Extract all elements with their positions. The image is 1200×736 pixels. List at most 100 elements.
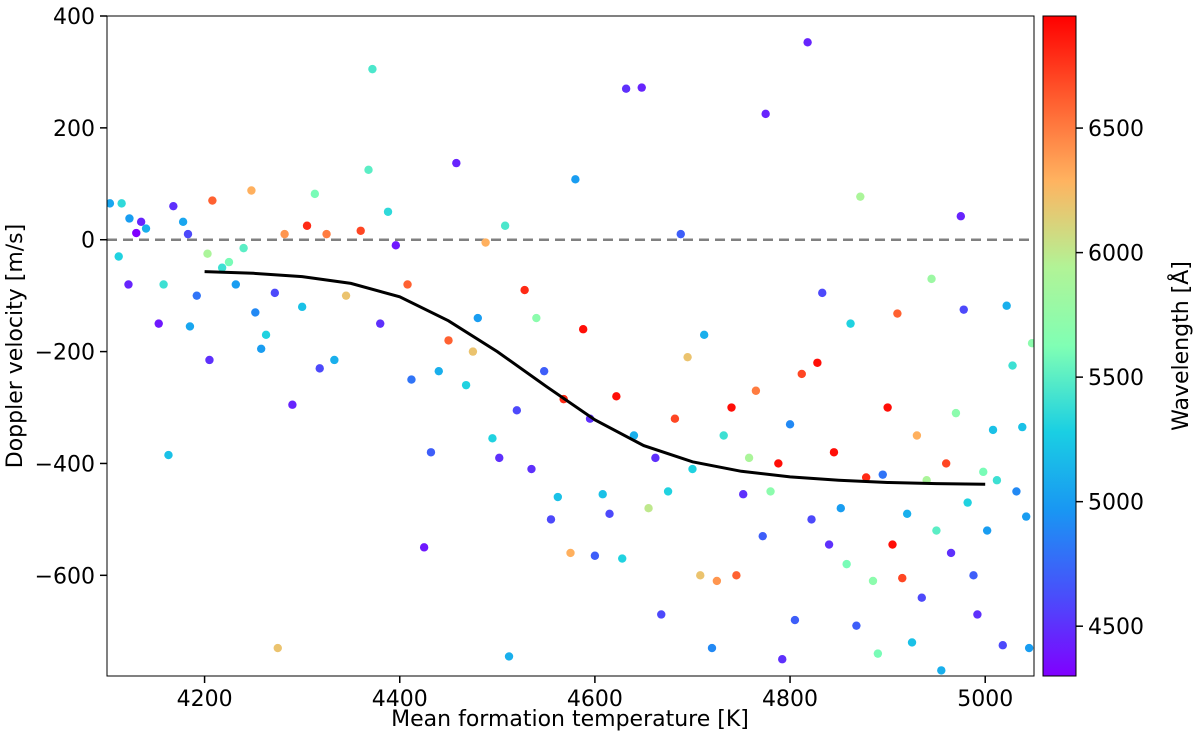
data-point <box>473 313 482 323</box>
data-point <box>1008 361 1017 370</box>
data-point <box>898 573 907 583</box>
data-point <box>356 226 365 235</box>
y-tick-label: 0 <box>81 229 95 254</box>
data-point <box>878 470 887 479</box>
data-point <box>992 476 1002 485</box>
data-point <box>164 450 173 460</box>
data-point <box>444 336 453 345</box>
data-point <box>712 576 722 586</box>
data-point <box>598 490 607 499</box>
y-tick-label: −600 <box>35 564 95 589</box>
data-point <box>217 263 227 272</box>
data-point <box>868 576 878 586</box>
data-point <box>159 280 168 289</box>
data-point <box>273 643 282 653</box>
colorbar-tick-label: 5500 <box>1088 366 1144 391</box>
data-point <box>732 571 741 580</box>
data-point <box>546 515 556 524</box>
x-tick-label: 4600 <box>567 687 623 712</box>
data-point <box>790 615 800 625</box>
data-point <box>124 280 133 289</box>
data-point <box>842 559 851 569</box>
data-point <box>114 252 123 261</box>
data-point <box>403 280 412 289</box>
data-point <box>154 319 163 328</box>
colorbar-tick-label: 4500 <box>1088 615 1144 640</box>
data-point <box>261 330 271 340</box>
data-point <box>761 109 770 119</box>
data-point <box>125 214 134 223</box>
data-point <box>979 467 988 477</box>
data-point <box>288 400 297 409</box>
data-point <box>539 366 549 376</box>
data-point <box>959 305 968 314</box>
y-tick-label: 200 <box>53 117 95 142</box>
data-point <box>183 229 193 239</box>
data-point <box>888 540 897 549</box>
data-point <box>644 504 653 513</box>
data-point <box>676 229 685 239</box>
colorbar-label: Wavelength [Å] <box>1167 261 1194 431</box>
data-point <box>231 280 241 289</box>
x-axis: 4200 4400 4600 4800 5000 <box>177 676 1013 712</box>
data-point <box>719 431 728 440</box>
data-point <box>107 199 115 208</box>
data-point <box>727 403 736 412</box>
data-point <box>778 655 787 664</box>
data-point <box>280 229 289 239</box>
data-point <box>758 531 767 541</box>
data-point <box>982 526 992 535</box>
data-point <box>873 649 883 658</box>
data-point <box>1002 301 1011 310</box>
data-point <box>893 309 902 318</box>
data-point <box>629 431 639 440</box>
data-point <box>829 448 839 457</box>
data-point <box>670 414 680 423</box>
data-point <box>861 473 871 482</box>
data-point <box>270 288 280 298</box>
data-point <box>739 490 748 499</box>
data-point <box>937 666 946 675</box>
data-point <box>185 322 195 331</box>
data-point <box>683 352 692 362</box>
data-point <box>751 386 761 395</box>
data-point <box>553 492 563 502</box>
data-point <box>208 196 217 205</box>
data-point <box>612 392 621 401</box>
data-point <box>941 459 951 468</box>
data-point <box>368 64 377 74</box>
colorbar-tick-label: 5000 <box>1088 491 1144 516</box>
data-point <box>251 308 260 317</box>
data-point <box>651 453 660 463</box>
data-point <box>1018 422 1027 432</box>
data-point <box>117 199 126 208</box>
y-tick-label: 400 <box>53 5 95 30</box>
data-point <box>699 330 709 340</box>
data-point <box>504 652 514 661</box>
x-axis-label: Mean formation temperature [K] <box>391 707 749 732</box>
data-point <box>247 186 256 195</box>
scatter-points <box>107 38 1034 675</box>
data-point <box>256 344 266 353</box>
data-point <box>846 319 855 328</box>
x-tick-label: 4200 <box>177 687 233 712</box>
data-point <box>824 540 834 549</box>
data-point <box>297 302 307 312</box>
data-point <box>797 369 806 379</box>
data-point <box>571 175 580 184</box>
colorbar-tick-label: 6000 <box>1088 242 1144 267</box>
data-point <box>696 571 705 580</box>
data-point <box>141 224 151 233</box>
data-point <box>813 358 822 367</box>
data-point <box>973 610 982 619</box>
data-point <box>912 431 922 440</box>
data-point <box>407 375 416 384</box>
data-point <box>932 526 941 535</box>
data-point <box>434 366 443 376</box>
data-point <box>803 38 812 47</box>
data-point <box>132 228 141 238</box>
data-point <box>1027 339 1034 348</box>
data-point <box>605 509 614 518</box>
data-point <box>391 241 401 250</box>
data-point <box>383 207 393 216</box>
